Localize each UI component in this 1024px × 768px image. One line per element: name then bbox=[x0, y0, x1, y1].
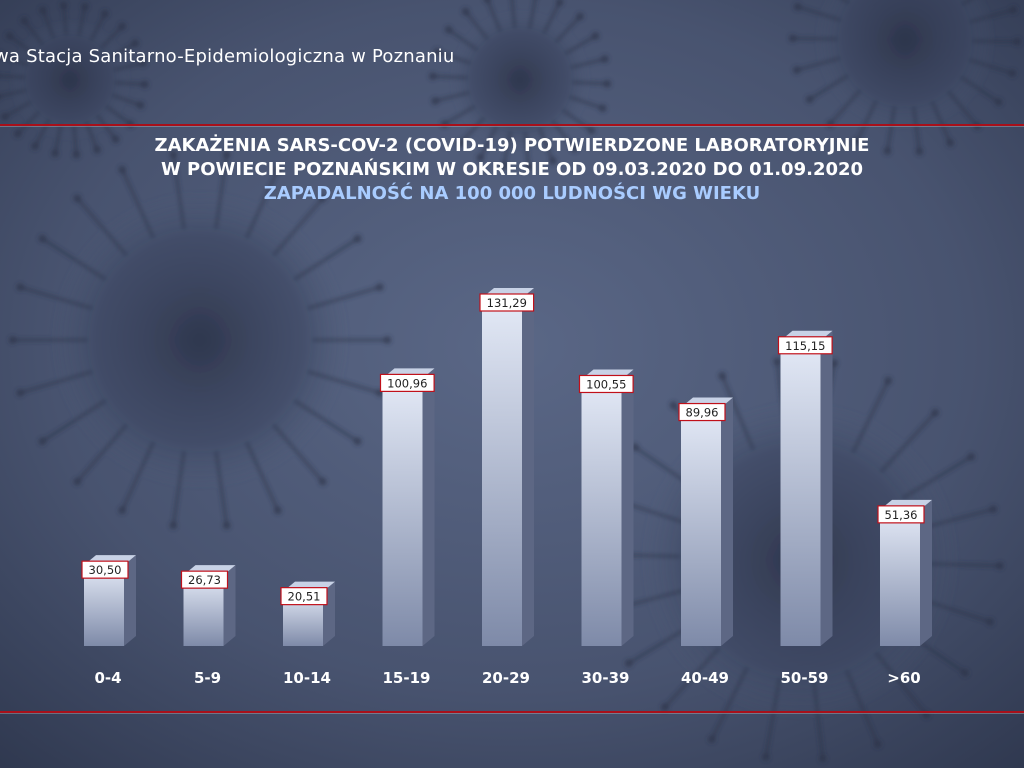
bar-front bbox=[382, 378, 423, 646]
virus-shape bbox=[428, 0, 612, 172]
data-label: 115,15 bbox=[777, 336, 833, 355]
bar-front bbox=[880, 509, 920, 646]
bar-side bbox=[621, 369, 634, 646]
data-label-text: 51,36 bbox=[885, 508, 918, 522]
bar: 115,15 bbox=[777, 330, 833, 646]
chart-title-line-1: ZAKAŻENIA SARS-COV-2 (COVID-19) POTWIERD… bbox=[154, 135, 870, 156]
data-label-text: 89,96 bbox=[686, 406, 719, 420]
data-label-text: 100,55 bbox=[586, 377, 626, 391]
data-label: 89,96 bbox=[678, 402, 726, 422]
virus-shape bbox=[8, 150, 392, 530]
bar: 30,50 bbox=[81, 555, 136, 646]
data-label-text: 20,51 bbox=[288, 590, 321, 604]
chart-subtitle: ZAPADALNOŚĆ NA 100 000 LUDNOŚCI WG WIEKU bbox=[263, 183, 761, 204]
bar: 51,36 bbox=[877, 499, 932, 646]
virus-shape bbox=[0, 1, 149, 159]
data-label: 100,55 bbox=[578, 374, 634, 394]
data-label-text: 30,50 bbox=[89, 563, 122, 577]
bar: 20,51 bbox=[280, 581, 335, 646]
bar-side bbox=[920, 499, 932, 646]
bar-side bbox=[820, 330, 833, 646]
bar-front bbox=[780, 340, 821, 646]
bar-front bbox=[681, 407, 721, 646]
data-label: 26,73 bbox=[180, 570, 229, 589]
top-rule bbox=[0, 124, 1024, 126]
data-label: 30,50 bbox=[81, 560, 129, 579]
bar: 89,96 bbox=[678, 397, 733, 646]
x-tick-label: 10-14 bbox=[283, 669, 331, 687]
data-label-text: 131,29 bbox=[487, 296, 527, 310]
x-tick-label: >60 bbox=[887, 669, 920, 687]
chart-title-line-2: W POWIECIE POZNAŃSKIM W OKRESIE OD 09.03… bbox=[160, 159, 864, 180]
data-label: 20,51 bbox=[280, 587, 328, 606]
bar-side bbox=[721, 397, 733, 646]
x-tick-label: 5-9 bbox=[194, 669, 221, 687]
bar: 131,29 bbox=[479, 288, 535, 646]
virus-shape bbox=[788, 0, 1022, 156]
bar: 26,73 bbox=[180, 565, 236, 646]
bar: 100,55 bbox=[578, 369, 634, 646]
bar-front bbox=[482, 298, 522, 646]
bar-side bbox=[522, 288, 534, 646]
organization-name: wa Stacja Sanitarno-Epidemiologiczna w P… bbox=[0, 46, 455, 67]
x-tick-label: 30-39 bbox=[582, 669, 630, 687]
x-tick-label: 50-59 bbox=[781, 669, 829, 687]
bar-front bbox=[581, 379, 622, 646]
data-label-text: 26,73 bbox=[188, 573, 221, 587]
bottom-rule bbox=[0, 711, 1024, 713]
x-tick-label: 40-49 bbox=[681, 669, 729, 687]
x-tick-label: 20-29 bbox=[482, 669, 530, 687]
data-label-text: 115,15 bbox=[785, 339, 825, 353]
data-label: 51,36 bbox=[877, 505, 925, 524]
data-label: 131,29 bbox=[479, 293, 535, 312]
x-tick-label: 0-4 bbox=[94, 669, 121, 687]
bar: 100,96 bbox=[379, 368, 435, 646]
bar-side bbox=[422, 368, 435, 646]
data-label-text: 100,96 bbox=[387, 376, 427, 390]
x-tick-label: 15-19 bbox=[383, 669, 431, 687]
chart-titles: ZAKAŻENIA SARS-COV-2 (COVID-19) POTWIERD… bbox=[0, 134, 1024, 206]
data-label: 100,96 bbox=[379, 373, 435, 392]
